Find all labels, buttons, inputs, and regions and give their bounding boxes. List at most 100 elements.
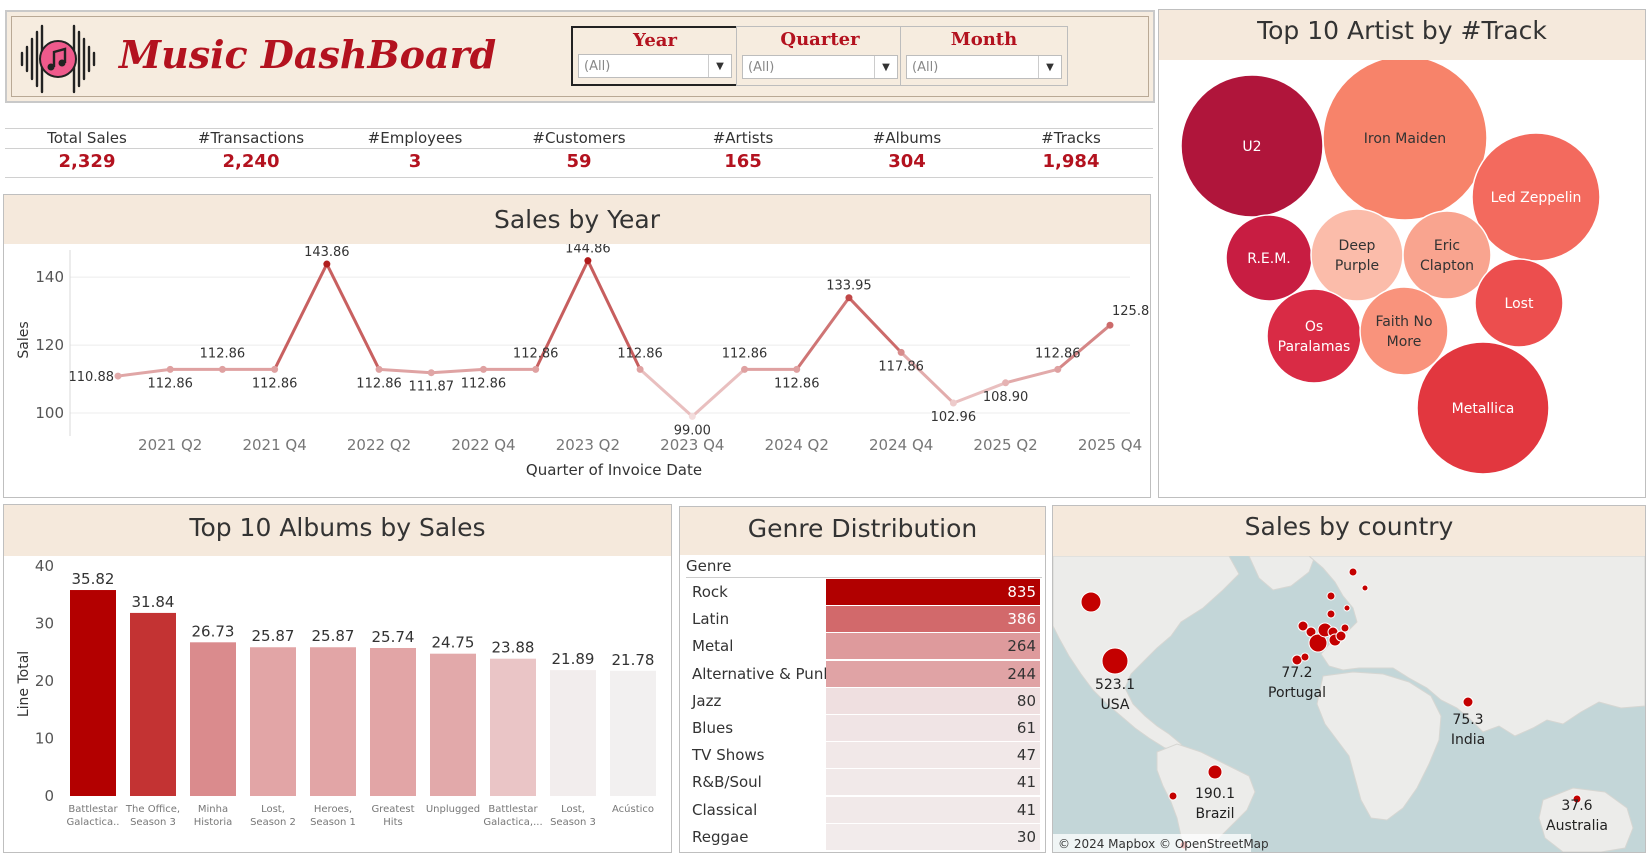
country-sales-dot[interactable] [1080,591,1102,613]
data-point[interactable] [271,365,279,373]
x-tick-label: 2025 Q4 [1078,436,1142,454]
country-sales-dot[interactable] [1361,584,1369,592]
country-sales-dot[interactable] [1335,630,1347,642]
artist-bubble-label: Deep [1339,238,1376,254]
artist-bubble-chart[interactable]: U2 Iron Maiden Led Zeppelin R.E.M. Deep Purpl… [1159,60,1645,497]
data-point[interactable] [584,257,592,265]
country-sales-dot[interactable] [1308,633,1328,653]
album-bar[interactable] [130,612,176,796]
artist-bubble[interactable] [1416,341,1550,475]
data-point[interactable] [741,365,749,373]
genre-row[interactable]: Classical 41 [686,796,1042,824]
quarter-filter[interactable]: Quarter (All) ▼ [736,26,904,86]
data-point[interactable] [532,365,540,373]
kpi-value: 1,984 [1042,151,1100,172]
country-sales-dot[interactable] [1348,567,1358,577]
y-tick-label: 140 [35,268,64,286]
chevron-down-icon[interactable]: ▼ [708,55,731,77]
albums-bar-chart[interactable]: 0 10 20 30 40 Line Total 35.82 Battlestar Galact… [4,556,671,852]
data-point[interactable] [897,348,905,356]
month-filter[interactable]: Month (All) ▼ [900,26,1068,86]
genre-row[interactable]: R&B/Soul 41 [686,769,1042,796]
genre-row[interactable]: Reggae 30 [686,823,1042,851]
header-frame [11,16,1149,97]
artist-bubble[interactable] [1310,208,1404,302]
data-point[interactable] [166,365,174,373]
sales-line-chart[interactable]: 100 120 140 Sales Quarter of Invoice Date 202… [4,244,1150,497]
data-point[interactable] [1054,365,1062,373]
data-point[interactable] [949,399,957,407]
data-point[interactable] [845,294,853,302]
artist-bubble[interactable] [1322,60,1488,221]
country-sales-dot[interactable] [1340,623,1350,633]
album-bar[interactable] [310,647,356,796]
country-sales-dot[interactable] [1462,696,1474,708]
artist-bubble[interactable] [1402,210,1492,300]
artist-bubble[interactable] [1471,132,1601,262]
genre-row[interactable]: Metal 264 [686,633,1042,660]
data-point[interactable] [375,365,383,373]
chevron-down-icon[interactable]: ▼ [1038,56,1061,78]
genre-row[interactable]: Rock 835 [686,579,1042,606]
data-point[interactable] [636,365,644,373]
data-label: 108.90 [983,390,1029,405]
data-point[interactable] [323,260,331,268]
country-sales-dot[interactable] [1326,591,1336,601]
month-filter-dropdown[interactable]: (All) ▼ [906,55,1062,79]
year-filter[interactable]: Year (All) ▼ [571,26,739,86]
genre-bar: 386 [826,606,1040,633]
data-point[interactable] [1106,321,1114,329]
artist-bubble[interactable] [1474,258,1564,348]
country-sales-dot[interactable] [1297,620,1309,632]
bar-value-label: 23.88 [492,639,535,657]
genre-bar: 80 [826,687,1040,714]
genre-row[interactable]: Jazz 80 [686,687,1042,715]
genre-row[interactable]: Alternative & Punk 244 [686,660,1042,688]
data-point[interactable] [427,369,435,377]
line-segment [534,260,590,370]
album-bar[interactable] [250,647,296,796]
artist-bubble[interactable] [1359,286,1449,376]
kpi-value: 59 [566,151,592,172]
album-bar[interactable] [550,670,596,796]
country-sales-dot[interactable] [1101,647,1129,675]
year-filter-dropdown[interactable]: (All) ▼ [578,54,732,78]
world-map[interactable]: 523.1 USA 77.2 Portugal 75.3 India 190.1 Brazil… [1053,556,1645,852]
country-sales-dot[interactable] [1572,794,1582,804]
quarter-filter-dropdown[interactable]: (All) ▼ [742,55,898,79]
artist-bubble-label: Faith No [1375,314,1432,330]
album-bar[interactable] [610,670,656,796]
data-point[interactable] [1002,379,1010,387]
chevron-down-icon[interactable]: ▼ [874,56,897,78]
country-sales-dot[interactable] [1343,604,1351,612]
country-sales-dot[interactable] [1207,764,1223,780]
data-label: 102.96 [931,410,977,425]
bar-value-label: 26.73 [192,622,235,640]
genre-row[interactable]: Blues 61 [686,714,1042,742]
genre-row[interactable]: Latin 386 [686,606,1042,633]
album-bar[interactable] [70,590,116,796]
genre-name: Alternative & Punk [692,664,833,683]
y-tick-label: 10 [35,730,54,748]
data-point[interactable] [688,412,696,420]
album-category-label: Hits [383,817,402,828]
album-bar[interactable] [370,647,416,796]
line-segment [847,296,903,354]
country-sales-dot[interactable] [1168,791,1178,801]
album-category-label: Battlestar [68,804,118,815]
data-point[interactable] [479,365,487,373]
quarter-filter-value: (All) [748,60,775,75]
album-bar[interactable] [190,642,236,796]
data-point[interactable] [114,372,122,380]
data-point[interactable] [793,365,801,373]
country-sales-dot[interactable] [1291,654,1303,666]
country-sales-dot[interactable] [1326,609,1336,619]
data-point[interactable] [218,365,226,373]
artist-bubble[interactable] [1266,288,1362,384]
map-attribution[interactable]: © 2024 Mapbox © OpenStreetMap [1058,837,1269,851]
album-bar[interactable] [430,653,476,796]
country-sales-dot[interactable] [1300,652,1310,662]
album-bar[interactable] [490,658,536,796]
map-panel: Sales by country 523.1 USA 77.2 Portugal 75.… [1052,505,1646,853]
genre-row[interactable]: TV Shows 47 [686,742,1042,769]
